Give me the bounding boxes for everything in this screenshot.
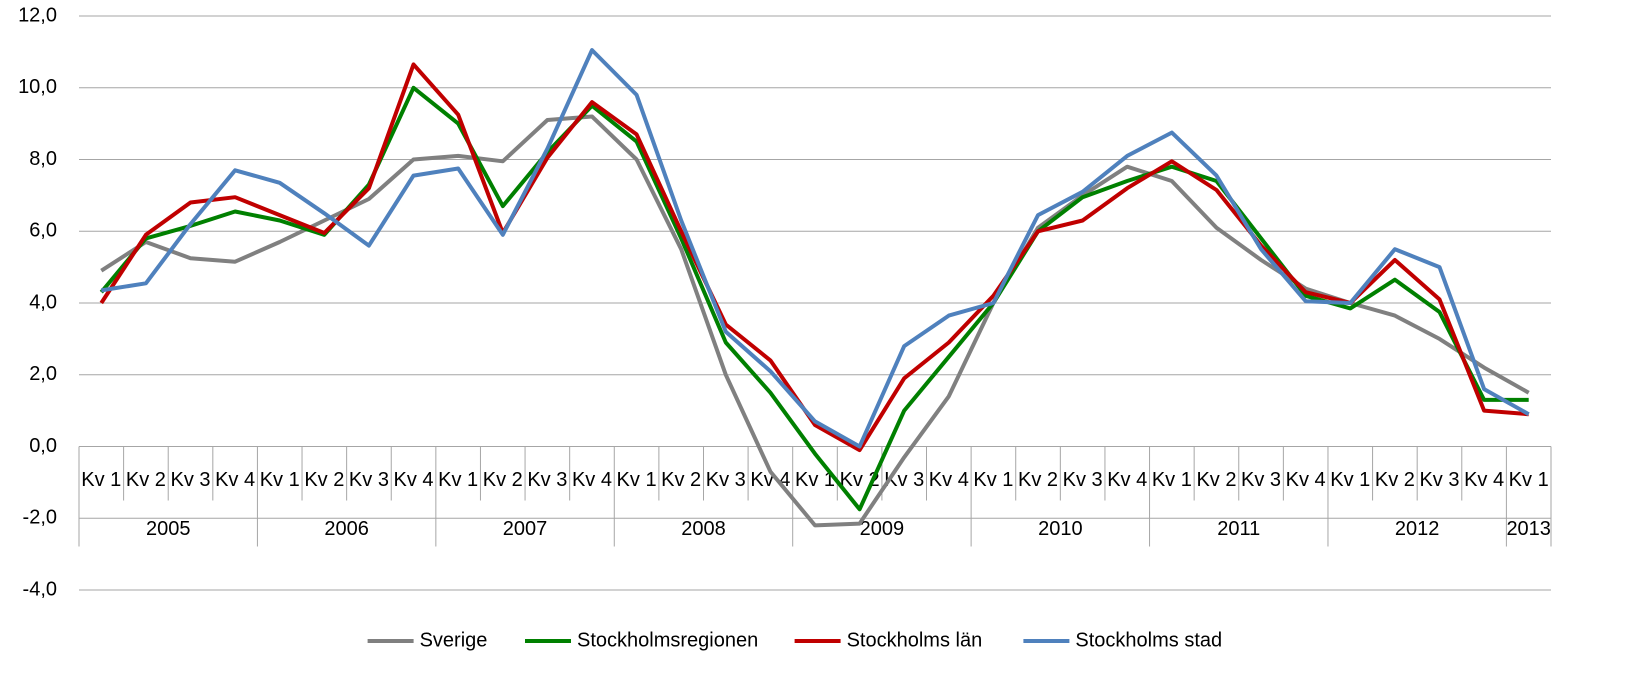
x-tick-label: Kv 2 xyxy=(1196,469,1236,491)
x-tick-label: Kv 2 xyxy=(661,469,701,491)
year-label: 2011 xyxy=(1217,518,1260,540)
y-tick-label: 12,0 xyxy=(18,4,57,26)
x-tick-label: Kv 1 xyxy=(438,469,478,491)
y-tick-label: 6,0 xyxy=(29,220,57,242)
year-label: 2007 xyxy=(503,518,548,540)
year-label: 2006 xyxy=(324,518,369,540)
x-tick-label: Kv 2 xyxy=(1018,469,1058,491)
x-tick-label: Kv 1 xyxy=(617,469,657,491)
year-label: 2012 xyxy=(1395,518,1440,540)
legend-label: Stockholmsregionen xyxy=(577,629,758,651)
x-tick-label: Kv 1 xyxy=(81,469,121,491)
series-line xyxy=(99,62,1529,453)
x-tick-label: Kv 2 xyxy=(304,469,344,491)
x-tick-label: Kv 1 xyxy=(1152,469,1192,491)
series-line xyxy=(100,114,1530,528)
x-tick-label: Kv 4 xyxy=(929,469,969,491)
legend-label: Stockholms stad xyxy=(1075,629,1222,651)
x-tick-label: Kv 3 xyxy=(1241,469,1281,491)
x-tick-label: Kv 4 xyxy=(1464,469,1504,491)
year-label: 2009 xyxy=(860,518,905,540)
x-tick-label: Kv 2 xyxy=(483,469,523,491)
y-tick-label: -2,0 xyxy=(23,507,57,529)
x-tick-label: Kv 1 xyxy=(973,469,1013,491)
year-label: 2005 xyxy=(146,518,191,540)
y-tick-label: 4,0 xyxy=(29,291,57,313)
legend-label: Sverige xyxy=(420,629,488,651)
x-tick-label: Kv 4 xyxy=(1286,469,1326,491)
x-tick-label: Kv 1 xyxy=(1509,469,1549,491)
legend-label: Stockholms län xyxy=(847,629,983,651)
x-tick-label: Kv 3 xyxy=(1419,469,1459,491)
x-tick-label: Kv 3 xyxy=(527,469,567,491)
x-tick-label: Kv 3 xyxy=(349,469,389,491)
year-label: 2010 xyxy=(1038,518,1083,540)
y-tick-label: 10,0 xyxy=(18,76,57,98)
x-tick-label: Kv 3 xyxy=(1063,469,1103,491)
x-tick-label: Kv 3 xyxy=(170,469,210,491)
x-tick-label: Kv 1 xyxy=(260,469,300,491)
x-tick-label: Kv 4 xyxy=(1107,469,1147,491)
x-tick-label: Kv 2 xyxy=(126,469,166,491)
x-tick-label: Kv 1 xyxy=(1330,469,1370,491)
y-tick-label: 0,0 xyxy=(29,435,57,457)
x-tick-label: Kv 3 xyxy=(706,469,746,491)
series-line xyxy=(100,48,1530,449)
y-tick-label: 2,0 xyxy=(29,363,57,385)
x-tick-label: Kv 2 xyxy=(1375,469,1415,491)
year-label: 2008 xyxy=(681,518,726,540)
y-tick-label: 8,0 xyxy=(29,148,57,170)
x-tick-label: Kv 4 xyxy=(215,469,255,491)
x-tick-label: Kv 4 xyxy=(572,469,612,491)
x-tick-label: Kv 4 xyxy=(394,469,434,491)
y-tick-label: -4,0 xyxy=(23,578,57,600)
year-label: 2013 xyxy=(1506,518,1551,540)
x-tick-label: Kv 1 xyxy=(795,469,835,491)
